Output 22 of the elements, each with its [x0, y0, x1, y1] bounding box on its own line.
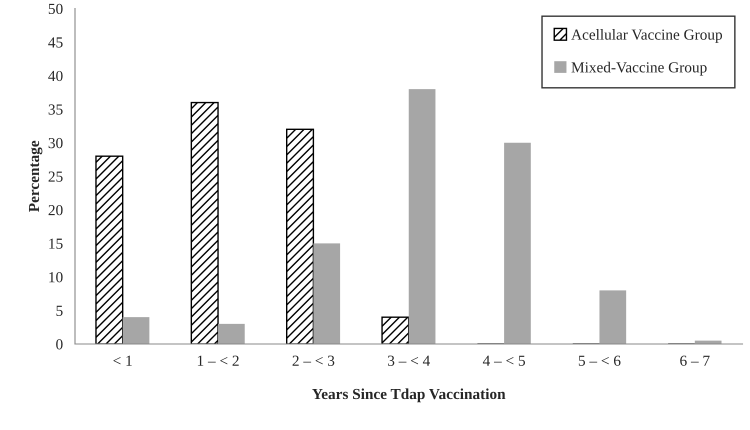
x-axis-title: Years Since Tdap Vaccination — [312, 388, 506, 402]
y-tick-label: 50 — [48, 4, 63, 14]
y-tick-label: 0 — [56, 339, 63, 350]
y-tick-label: 5 — [56, 306, 63, 316]
x-tick-label: 1 – < 2 — [198, 356, 239, 366]
y-axis-title: Percentage — [28, 140, 42, 212]
y-tick-label: 35 — [48, 104, 63, 115]
legend-label: Mixed-Vaccine Group — [571, 62, 707, 76]
y-tick-label: 10 — [49, 272, 63, 282]
x-tick-label: < 1 — [113, 356, 132, 366]
y-tick-label: 20 — [48, 204, 63, 216]
y-tick-label: 15 — [49, 238, 63, 249]
x-tick-label: 2 – < 3 — [292, 356, 334, 366]
x-tick-label: 4 – < 5 — [482, 356, 526, 366]
x-tick-label: 3 – < 4 — [388, 356, 430, 366]
legend-label: Acellular Vaccine Group — [571, 29, 722, 43]
y-tick-label: 40 — [48, 70, 63, 82]
y-tick-label: 30 — [48, 138, 63, 148]
y-tick-label: 45 — [48, 37, 63, 48]
x-tick-label: 5 – < 6 — [578, 356, 621, 366]
x-tick-label: 6 – 7 — [680, 356, 710, 366]
y-tick-label: 25 — [48, 171, 63, 182]
